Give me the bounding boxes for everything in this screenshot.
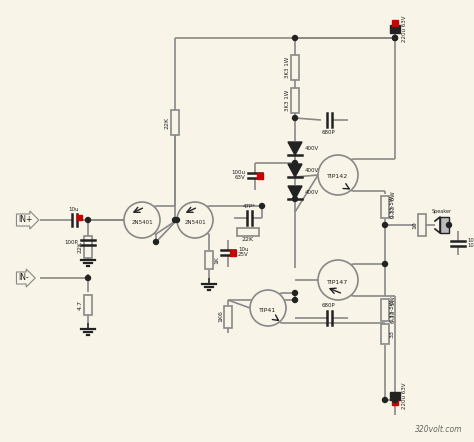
Text: 10: 10 xyxy=(412,221,417,229)
Bar xyxy=(77,215,82,220)
Circle shape xyxy=(250,290,286,326)
Text: 220u 63V: 220u 63V xyxy=(402,16,407,42)
Text: 2N5401: 2N5401 xyxy=(184,220,206,225)
Circle shape xyxy=(318,260,358,300)
Circle shape xyxy=(447,222,452,228)
Bar xyxy=(224,305,232,328)
Text: IN-: IN- xyxy=(18,274,29,282)
Text: 0.33-5W: 0.33-5W xyxy=(390,298,395,322)
Circle shape xyxy=(292,115,298,121)
Text: 100P: 100P xyxy=(64,240,78,244)
Bar xyxy=(171,110,179,135)
Circle shape xyxy=(292,297,298,302)
Text: 220u 63V: 220u 63V xyxy=(402,383,407,409)
Text: 400V: 400V xyxy=(305,168,319,172)
Circle shape xyxy=(392,35,398,41)
Text: 0.33 - 5W: 0.33 - 5W xyxy=(391,192,396,218)
Circle shape xyxy=(292,290,298,296)
Circle shape xyxy=(177,202,213,238)
Text: 22K: 22K xyxy=(242,237,254,242)
Text: 400V: 400V xyxy=(305,190,319,194)
Text: 100N
100V: 100N 100V xyxy=(467,238,474,248)
Text: 4.7: 4.7 xyxy=(78,300,83,310)
Bar xyxy=(392,400,398,405)
Bar xyxy=(291,55,299,80)
Circle shape xyxy=(292,197,298,202)
Text: 320volt.com: 320volt.com xyxy=(414,425,462,434)
Text: 2N5401: 2N5401 xyxy=(131,220,153,225)
Text: TIP41: TIP41 xyxy=(259,308,277,312)
Bar xyxy=(230,250,236,256)
Bar xyxy=(390,25,400,33)
Text: 3K3 1W: 3K3 1W xyxy=(285,57,290,78)
Text: 47P*: 47P* xyxy=(243,204,255,209)
Text: 3K3 1W: 3K3 1W xyxy=(285,90,290,111)
Bar xyxy=(257,173,263,179)
Circle shape xyxy=(259,203,264,209)
Text: 10u
25V: 10u 25V xyxy=(238,247,249,257)
Polygon shape xyxy=(288,164,302,177)
Text: IN+: IN+ xyxy=(18,216,32,225)
Circle shape xyxy=(124,202,160,238)
Circle shape xyxy=(383,222,388,228)
Bar xyxy=(84,236,92,258)
Text: 0.33-5W: 0.33-5W xyxy=(390,195,395,218)
Bar xyxy=(381,299,389,321)
Circle shape xyxy=(292,35,298,41)
Polygon shape xyxy=(288,186,302,199)
Bar xyxy=(381,195,389,217)
Circle shape xyxy=(318,155,358,195)
Text: TIP142: TIP142 xyxy=(328,175,348,179)
Circle shape xyxy=(173,217,177,222)
Text: 1K6: 1K6 xyxy=(218,311,223,322)
Text: 100u
63V: 100u 63V xyxy=(231,170,245,180)
Bar xyxy=(291,88,299,113)
Circle shape xyxy=(85,217,91,222)
Polygon shape xyxy=(288,142,302,155)
Text: 680P: 680P xyxy=(322,130,336,135)
Text: 10u: 10u xyxy=(69,207,79,212)
Bar xyxy=(205,251,213,269)
Bar xyxy=(390,392,400,400)
Bar xyxy=(418,214,426,236)
Text: 680P: 680P xyxy=(322,303,336,308)
Text: Speaker: Speaker xyxy=(432,209,452,214)
Circle shape xyxy=(383,262,388,267)
Text: 22K: 22K xyxy=(78,241,83,253)
Circle shape xyxy=(392,35,398,41)
Circle shape xyxy=(174,217,180,222)
Text: 22K: 22K xyxy=(165,116,170,129)
Bar xyxy=(392,20,398,26)
Bar xyxy=(440,217,449,233)
Circle shape xyxy=(85,275,91,281)
Bar xyxy=(381,324,389,344)
Text: 33: 33 xyxy=(390,330,395,338)
Text: 0.33 - 5W: 0.33 - 5W xyxy=(391,297,396,324)
Bar xyxy=(237,228,259,236)
Circle shape xyxy=(154,240,158,244)
Circle shape xyxy=(392,397,398,403)
Bar xyxy=(84,295,92,315)
Circle shape xyxy=(292,160,298,165)
Text: TIP147: TIP147 xyxy=(328,279,348,285)
Text: 400V: 400V xyxy=(305,145,319,150)
Text: 1K: 1K xyxy=(214,256,219,264)
Circle shape xyxy=(383,397,388,403)
